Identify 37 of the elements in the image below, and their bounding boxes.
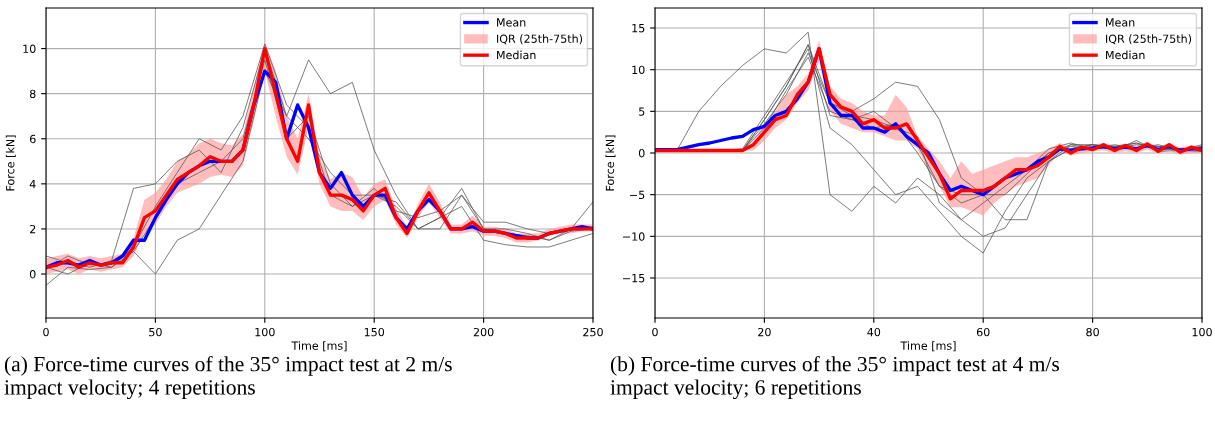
y-tick-label: 2 bbox=[30, 224, 36, 234]
y-tick-label: 10 bbox=[632, 65, 645, 75]
x-tick-label: 100 bbox=[255, 327, 275, 337]
legend-label: Mean bbox=[497, 18, 526, 27]
x-tick-label: 0 bbox=[43, 327, 49, 337]
y-tick-label: 0 bbox=[29, 270, 36, 279]
y-axis-title: Force [kN] bbox=[605, 135, 616, 191]
x-tick-label: 50 bbox=[149, 327, 162, 337]
y-tick-label: −15 bbox=[623, 274, 645, 283]
y-tick-label: 5 bbox=[639, 107, 645, 116]
legend-label: Median bbox=[497, 50, 536, 60]
legend-label: IQR (25th-75th) bbox=[1106, 34, 1192, 45]
y-tick-label: 0 bbox=[638, 148, 645, 158]
text: (a) Force-time curves of the 35° impact test at 2 m/s impact velocity; 4 repetitions bbox=[4, 356, 452, 400]
x-axis-title: Time [ms] bbox=[291, 341, 347, 352]
x-tick-label: 100 bbox=[1192, 327, 1212, 337]
y-tick-label: 15 bbox=[632, 24, 645, 33]
text: (b) Force-time curves of the 35° impact test at 4 m/s impact velocity; 6 repetitions bbox=[610, 356, 1060, 400]
y-tick-label: 4 bbox=[29, 179, 36, 189]
x-tick-label: 80 bbox=[1086, 327, 1099, 337]
y-tick-label: 8 bbox=[29, 89, 36, 99]
legend-label: IQR (25th-75th) bbox=[497, 34, 583, 45]
x-tick-label: 20 bbox=[758, 327, 771, 337]
legend-label: Median bbox=[1106, 50, 1145, 60]
y-tick-label: −5 bbox=[630, 190, 645, 200]
y-tick-label: 6 bbox=[29, 134, 36, 144]
x-tick-label: 200 bbox=[473, 327, 494, 337]
x-axis-title: Time [ms] bbox=[900, 341, 956, 352]
x-tick-label: 60 bbox=[976, 327, 990, 337]
y-tick-label: −10 bbox=[623, 232, 645, 241]
y-axis-title: Force [kN] bbox=[5, 135, 16, 191]
x-tick-label: 150 bbox=[364, 327, 385, 337]
x-tick-label: 0 bbox=[652, 327, 658, 337]
legend-label: Mean bbox=[1106, 18, 1135, 27]
x-tick-label: 40 bbox=[867, 327, 881, 337]
y-tick-label: 10 bbox=[23, 44, 36, 53]
x-tick-label: 250 bbox=[583, 327, 603, 337]
